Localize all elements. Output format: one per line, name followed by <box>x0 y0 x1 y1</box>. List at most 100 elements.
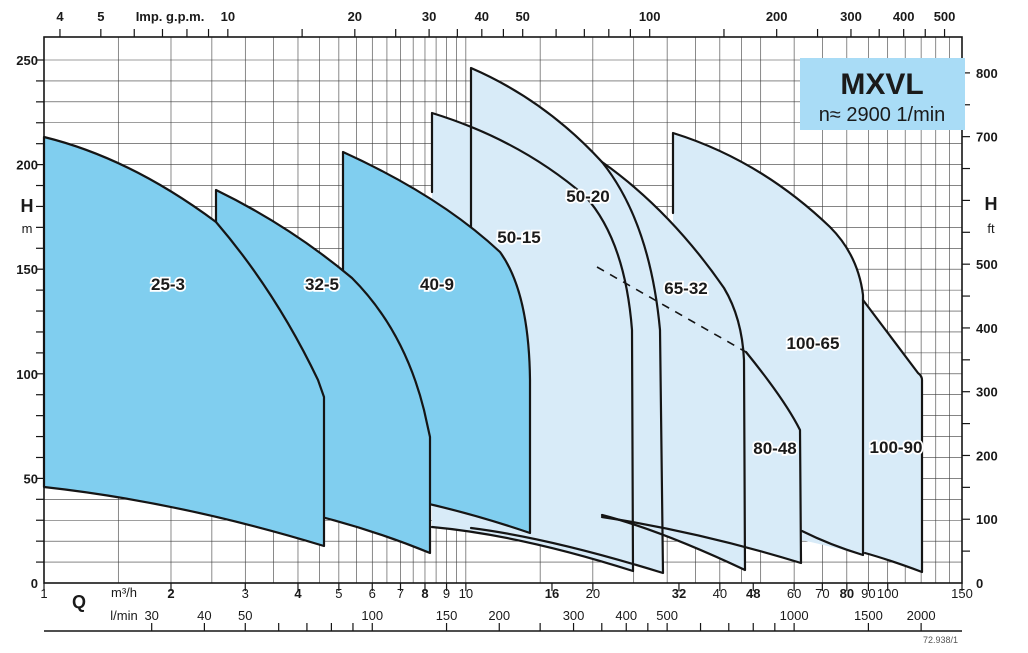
lmin-tick-label: 200 <box>488 608 510 623</box>
envelope-outline-80-48 <box>600 350 803 565</box>
q-m3h-tick-label: 4 <box>294 586 302 601</box>
q-m3h-tick-label: 90 <box>861 586 875 601</box>
gpm-tick-label: 40 <box>475 9 489 24</box>
envelope-fill-100-90 <box>863 300 922 572</box>
q-m3h-tick-label: 8 <box>421 586 428 601</box>
q-m3h-tick-label: 20 <box>586 586 600 601</box>
h-m-tick-label: 150 <box>16 262 38 277</box>
envelope-outline-65-32 <box>600 160 747 572</box>
gpm-tick-label: 500 <box>934 9 956 24</box>
envelope-outline-50-15 <box>430 111 635 573</box>
pump-region-label-65-32: 65-32 <box>664 279 707 298</box>
lmin-tick-label: 400 <box>615 608 637 623</box>
left-axis-m: 0 50 100 150 200 250 Hm <box>16 53 44 591</box>
h-m-tick-label: 0 <box>31 576 38 591</box>
gpm-tick-label: 400 <box>893 9 915 24</box>
pump-region-label-25-3: 25-3 <box>151 275 185 294</box>
h-ft-tick-label: 400 <box>976 321 998 336</box>
envelope-outline-50-20 <box>469 66 665 575</box>
q-m3h-tick-label: 80 <box>840 586 854 601</box>
top-axis-gpm: 4 5 10 20 30 40 50 100 200 300 400 500 Imp. g.p.m. <box>56 9 955 37</box>
gpm-tick-label: 50 <box>515 9 529 24</box>
h-ft-tick-label: 300 <box>976 385 998 400</box>
q-m3h-tick-label: 40 <box>713 586 727 601</box>
gpm-tick-label: 5 <box>97 9 104 24</box>
title-box-bg <box>800 58 965 130</box>
left-axis-unit: m <box>22 221 33 236</box>
q-m3h-tick-label: 48 <box>746 586 760 601</box>
lmin-tick-label: 100 <box>361 608 383 623</box>
gpm-tick-label: 300 <box>840 9 862 24</box>
h-m-tick-label: 250 <box>16 53 38 68</box>
q-m3h-tick-label: 16 <box>545 586 559 601</box>
drawing-number: 72.938/1 <box>923 635 958 645</box>
pump-region-label-80-48: 80-48 <box>753 439 796 458</box>
envelope-outline-100-65 <box>671 131 865 557</box>
q-m3h-tick-label: 32 <box>672 586 686 601</box>
q-m3h-tick-label: 1 <box>40 586 47 601</box>
lmin-tick-label: 300 <box>563 608 585 623</box>
pump-region-labels: 25-3 32-5 40-9 50-15 50-20 65-32 80-48 100-65 10… <box>149 185 924 460</box>
pump-envelopes <box>42 66 924 575</box>
q-m3h-tick-label: 3 <box>242 586 249 601</box>
right-axis-unit: ft <box>987 221 995 236</box>
gpm-tick-label: 20 <box>348 9 362 24</box>
q-m3h-tick-label: 100 <box>877 586 899 601</box>
model-speed: n≈ 2900 1/min <box>819 104 946 126</box>
h-ft-tick-label: 700 <box>976 130 998 145</box>
right-axis-ft: 0 100 200 300 400 500 700 800 Hft <box>962 66 998 591</box>
h-ft-tick-label: 100 <box>976 512 998 527</box>
pump-region-label-50-15: 50-15 <box>497 228 540 247</box>
bottom-axis-m3h: 1 2 3 4 5 6 7 8 9 10 16 20 32 40 48 60 70 80 90 100 150 Q m³/h <box>40 583 973 612</box>
envelope-dashed-boundary-80-48 <box>596 266 747 353</box>
title-box: MXVL n≈ 2900 1/min <box>800 58 965 130</box>
lmin-tick-label: 1000 <box>780 608 809 623</box>
h-ft-tick-label: 500 <box>976 257 998 272</box>
pump-region-label-100-65: 100-65 <box>787 334 840 353</box>
pump-region-label-100-90: 100-90 <box>870 438 923 457</box>
q-m3h-tick-label: 9 <box>443 586 450 601</box>
h-ft-tick-label: 800 <box>976 66 998 81</box>
q-m3h-tick-label: 60 <box>787 586 801 601</box>
gpm-tick-label: 200 <box>766 9 788 24</box>
h-m-tick-label: 50 <box>24 471 38 486</box>
h-ft-tick-label: 0 <box>976 576 983 591</box>
lmin-tick-label: 40 <box>197 608 211 623</box>
q-m3h-tick-label: 10 <box>459 586 473 601</box>
gpm-tick-label: 100 <box>639 9 661 24</box>
lmin-tick-label: 1500 <box>854 608 883 623</box>
envelope-25-3 <box>42 135 326 548</box>
pump-region-label-40-9: 40-9 <box>420 275 454 294</box>
lmin-tick-label: 2000 <box>907 608 936 623</box>
gpm-tick-label: 30 <box>422 9 436 24</box>
envelope-outline-100-90 <box>861 298 924 574</box>
lmin-tick-label: 150 <box>436 608 458 623</box>
lmin-tick-label: 500 <box>656 608 678 623</box>
q-m3h-unit: m³/h <box>111 585 137 600</box>
top-axis-title: Imp. g.p.m. <box>136 9 205 24</box>
right-axis-title: H <box>985 194 998 214</box>
gpm-tick-label: 10 <box>221 9 235 24</box>
q-m3h-tick-label: 150 <box>951 586 973 601</box>
h-m-tick-label: 200 <box>16 158 38 173</box>
lmin-tick-label: 30 <box>144 608 158 623</box>
q-axis-title: Q <box>72 592 86 612</box>
lmin-unit: l/min <box>110 608 137 623</box>
pump-region-label-32-5: 32-5 <box>305 275 339 294</box>
h-ft-tick-label: 200 <box>976 448 998 463</box>
gpm-tick-label: 4 <box>56 9 64 24</box>
left-axis-title: H <box>21 196 34 216</box>
q-m3h-tick-label: 70 <box>815 586 829 601</box>
h-m-tick-label: 100 <box>16 367 38 382</box>
q-m3h-tick-label: 5 <box>335 586 342 601</box>
lmin-tick-label: 50 <box>238 608 252 623</box>
model-name: MXVL <box>840 68 923 101</box>
q-m3h-tick-label: 6 <box>369 586 376 601</box>
bottom-axis-lmin: 30 40 50 100 150 200 300 400 500 1000 1500 2000 l/mi… <box>44 608 962 632</box>
pump-region-label-50-20: 50-20 <box>566 187 609 206</box>
q-m3h-tick-label: 2 <box>167 586 174 601</box>
envelope-fill-100-65 <box>673 133 863 555</box>
q-m3h-tick-label: 7 <box>397 586 404 601</box>
